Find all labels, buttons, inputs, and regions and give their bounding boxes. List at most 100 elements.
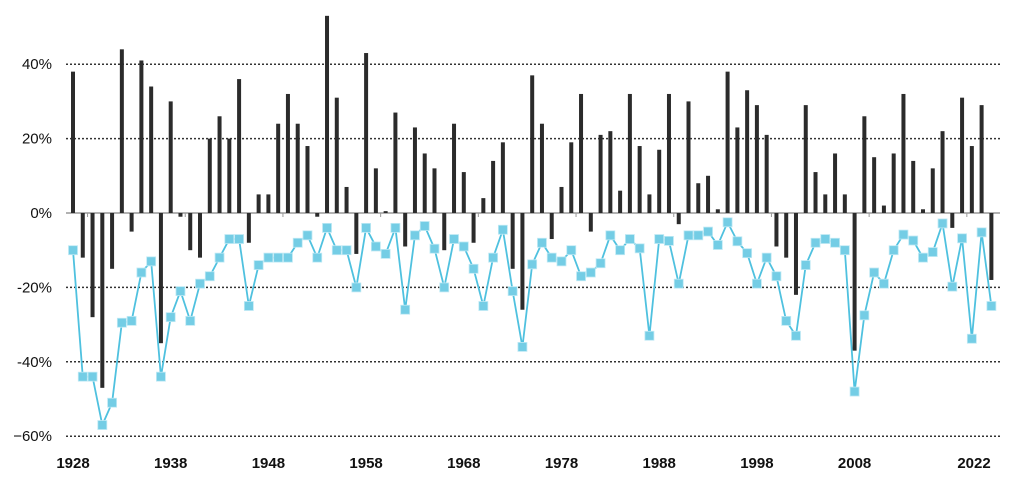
bar-1987: [647, 194, 652, 213]
marker-1929: [77, 371, 88, 382]
marker-1955: [331, 245, 342, 256]
bar-1949: [276, 123, 281, 213]
marker-1969: [468, 263, 479, 274]
x-tick-label: 1988: [643, 455, 676, 472]
bar-2006: [833, 153, 838, 213]
marker-2002: [791, 330, 801, 341]
marker-2014: [908, 235, 919, 246]
marker-1932: [107, 397, 117, 408]
marker-1976: [537, 237, 547, 248]
bar-1996: [735, 127, 740, 213]
marker-1970: [478, 301, 489, 311]
marker-2009: [859, 310, 870, 321]
x-tick-label: 1968: [447, 455, 480, 472]
bar-1985: [627, 93, 632, 213]
marker-1931: [97, 420, 108, 430]
line-series: [68, 217, 997, 430]
bar-2012: [891, 153, 896, 213]
y-tick-label: 0%: [30, 205, 52, 222]
marker-2004: [810, 237, 821, 248]
marker-1982: [595, 258, 606, 269]
bar-1970: [481, 198, 486, 213]
marker-2000: [771, 271, 782, 282]
marker-1972: [497, 224, 508, 235]
bar-1939: [178, 213, 183, 217]
x-axis: 1928 1938 1948 1958 1968 1978 1988 1998 2008 2022: [56, 455, 990, 472]
marker-1953: [312, 252, 323, 263]
bar-1946: [246, 213, 251, 243]
x-tick-label: 1948: [252, 455, 285, 472]
marker-2019: [957, 233, 967, 244]
bar-2019: [960, 97, 965, 213]
bar-1989: [666, 93, 671, 213]
bar-1993: [706, 175, 711, 213]
bar-1931: [100, 213, 105, 388]
bar-1975: [530, 75, 535, 213]
marker-1985: [624, 234, 635, 244]
x-tick-label: 1928: [56, 455, 89, 472]
marker-2013: [898, 229, 909, 240]
bar-1999: [764, 134, 769, 213]
marker-1995: [722, 217, 733, 228]
bar-1930: [90, 213, 95, 318]
marker-2005: [820, 234, 831, 244]
marker-1943: [214, 252, 225, 263]
bar-2010: [872, 157, 877, 213]
bar-1976: [539, 123, 544, 213]
bar-2000: [774, 213, 779, 247]
bar-1973: [510, 213, 515, 269]
marker-2020: [966, 333, 977, 344]
bar-1960: [383, 211, 388, 213]
marker-1941: [195, 278, 205, 289]
marker-1961: [390, 222, 401, 233]
marker-1994: [712, 240, 723, 250]
marker-1942: [204, 271, 215, 282]
bar-2014: [911, 160, 916, 213]
bar-2008: [852, 213, 857, 351]
bar-1955: [334, 97, 339, 213]
marker-1928: [68, 245, 78, 256]
bar-2016: [930, 168, 935, 213]
bar-1979: [569, 142, 574, 213]
bar-1958: [364, 53, 369, 213]
bar-2018: [950, 213, 955, 228]
marker-1958: [361, 222, 372, 233]
bar-1984: [618, 190, 623, 213]
bar-2007: [842, 194, 847, 213]
marker-1937: [156, 371, 166, 382]
marker-1952: [302, 230, 313, 241]
marker-2012: [888, 245, 899, 256]
bar-2003: [803, 105, 808, 213]
marker-2015: [918, 252, 928, 263]
bar-1971: [491, 160, 496, 213]
y-axis: 40% 20% 0% -20% -40% −60%: [13, 56, 52, 445]
bar-2001: [784, 213, 789, 258]
bar-2017: [940, 131, 945, 213]
marker-2001: [781, 315, 792, 326]
marker-1979: [566, 245, 577, 256]
marker-1974: [517, 342, 528, 352]
bar-1990: [676, 213, 681, 225]
marker-1948: [263, 252, 274, 263]
marker-1933: [116, 317, 127, 328]
marker-1947: [253, 260, 264, 270]
marker-1993: [703, 226, 713, 237]
marker-2016: [927, 247, 938, 257]
bar-1992: [696, 183, 701, 213]
bar-1972: [500, 142, 505, 213]
bar-1981: [588, 213, 593, 232]
marker-1959: [370, 241, 381, 252]
y-tick-label: -40%: [17, 354, 52, 371]
bar-1935: [139, 60, 144, 214]
bar-1933: [119, 49, 124, 213]
bar-1962: [403, 213, 408, 247]
bar-1951: [295, 123, 300, 213]
bar-1998: [754, 105, 759, 213]
bar-2020: [969, 146, 974, 213]
bar-1956: [344, 186, 349, 213]
marker-1971: [488, 252, 499, 263]
marker-1946: [243, 301, 254, 311]
bar-1952: [305, 146, 310, 213]
marker-1963: [410, 230, 420, 241]
